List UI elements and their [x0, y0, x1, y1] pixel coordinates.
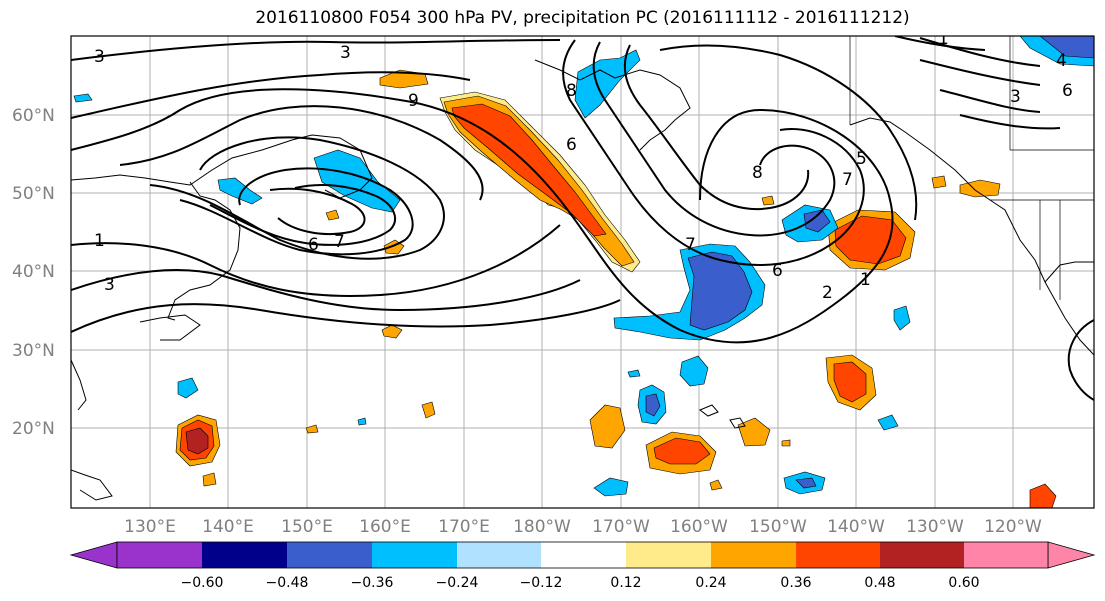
lon-label: 150°W	[749, 517, 807, 537]
lon-label: 150°E	[281, 517, 333, 537]
colorbar-tick-label: −0.24	[436, 575, 479, 591]
contour-label: 1	[938, 29, 949, 49]
precip-negative-shading	[73, 36, 1094, 497]
contour-label: 6	[566, 135, 577, 155]
map-title: 2016110800 F054 300 hPa PV, precipitatio…	[255, 8, 910, 28]
contour-label: 8	[566, 81, 577, 101]
lat-label: 50°N	[12, 184, 55, 204]
lon-label: 160°E	[359, 517, 411, 537]
colorbar-tick-label: −0.60	[181, 575, 224, 591]
contour-label: 7	[334, 232, 345, 252]
pv-contours	[71, 36, 1094, 401]
lat-label: 40°N	[12, 262, 55, 282]
colorbar-segment	[796, 542, 880, 568]
lat-label: 20°N	[12, 419, 55, 439]
colorbar-extend-min	[69, 541, 118, 569]
contour-label: 3	[104, 275, 115, 295]
lon-label: 140°E	[202, 517, 254, 537]
colorbar-segment	[457, 542, 541, 568]
colorbar-segment	[372, 542, 457, 568]
contour-label: 3	[94, 47, 105, 67]
contour-label: 4	[1056, 51, 1067, 71]
lon-label: 140°W	[827, 517, 885, 537]
colorbar-segment	[541, 542, 626, 568]
contour-label: 6	[772, 261, 783, 281]
colorbar-tick-label: −0.12	[520, 575, 563, 591]
map-frame	[70, 35, 1095, 509]
colorbar-segment	[964, 542, 1048, 568]
colorbar-segment	[711, 542, 796, 568]
lon-label: 180°W	[513, 517, 571, 537]
contour-label: 3	[340, 43, 351, 63]
political-borders	[849, 36, 1094, 300]
contour-label: 7	[685, 235, 696, 255]
contour-label: 5	[856, 149, 867, 169]
colorbar-segment	[880, 542, 964, 568]
contour-label: 6	[1062, 81, 1073, 101]
contour-label: 1	[860, 270, 871, 290]
precip-positive-shading	[175, 69, 1057, 508]
lat-label: 60°N	[12, 106, 55, 126]
lon-label: 130°W	[906, 517, 964, 537]
colorbar-tick-label: 0.12	[610, 575, 641, 591]
colorbar-segment	[202, 542, 287, 568]
lon-label: 130°E	[124, 517, 176, 537]
contour-label: 1	[94, 231, 105, 251]
contour-label: 9	[408, 91, 419, 111]
colorbar-extend-max	[1047, 541, 1096, 569]
longitude-labels: 130°E 140°E 150°E 160°E 170°E 180°W 170°…	[124, 517, 1042, 537]
lat-label: 30°N	[12, 341, 55, 361]
contour-label: 7	[842, 170, 853, 190]
coastlines	[71, 59, 1094, 501]
colorbar-tick-label: −0.36	[351, 575, 394, 591]
colorbar-tick-label: 0.36	[780, 575, 811, 591]
lon-label: 170°W	[592, 517, 650, 537]
colorbar-tick-label: 0.60	[948, 575, 979, 591]
colorbar: −0.60 −0.48 −0.36 −0.24 −0.12 0.12 0.24 …	[69, 541, 1096, 591]
colorbar-segment	[117, 542, 202, 568]
contour-label: 8	[752, 163, 763, 183]
contour-label-group: 3 3 1 3 6 7 9 8 6 7 8 7 6 2 1 5 4 3 6 1	[94, 29, 1073, 303]
latitude-labels: 60°N 50°N 40°N 30°N 20°N	[12, 106, 55, 439]
colorbar-segment	[626, 542, 711, 568]
lon-label: 160°W	[670, 517, 728, 537]
colorbar-tick-label: −0.48	[266, 575, 309, 591]
colorbar-outline	[116, 541, 1049, 569]
contour-label: 2	[822, 283, 833, 303]
contour-label: 3	[1010, 87, 1021, 107]
lon-label: 170°E	[438, 517, 490, 537]
colorbar-tick-label: 0.48	[864, 575, 895, 591]
lon-label: 120°W	[984, 517, 1042, 537]
colorbar-segment	[287, 542, 372, 568]
contour-label: 6	[308, 235, 319, 255]
colorbar-tick-label: 0.24	[695, 575, 726, 591]
